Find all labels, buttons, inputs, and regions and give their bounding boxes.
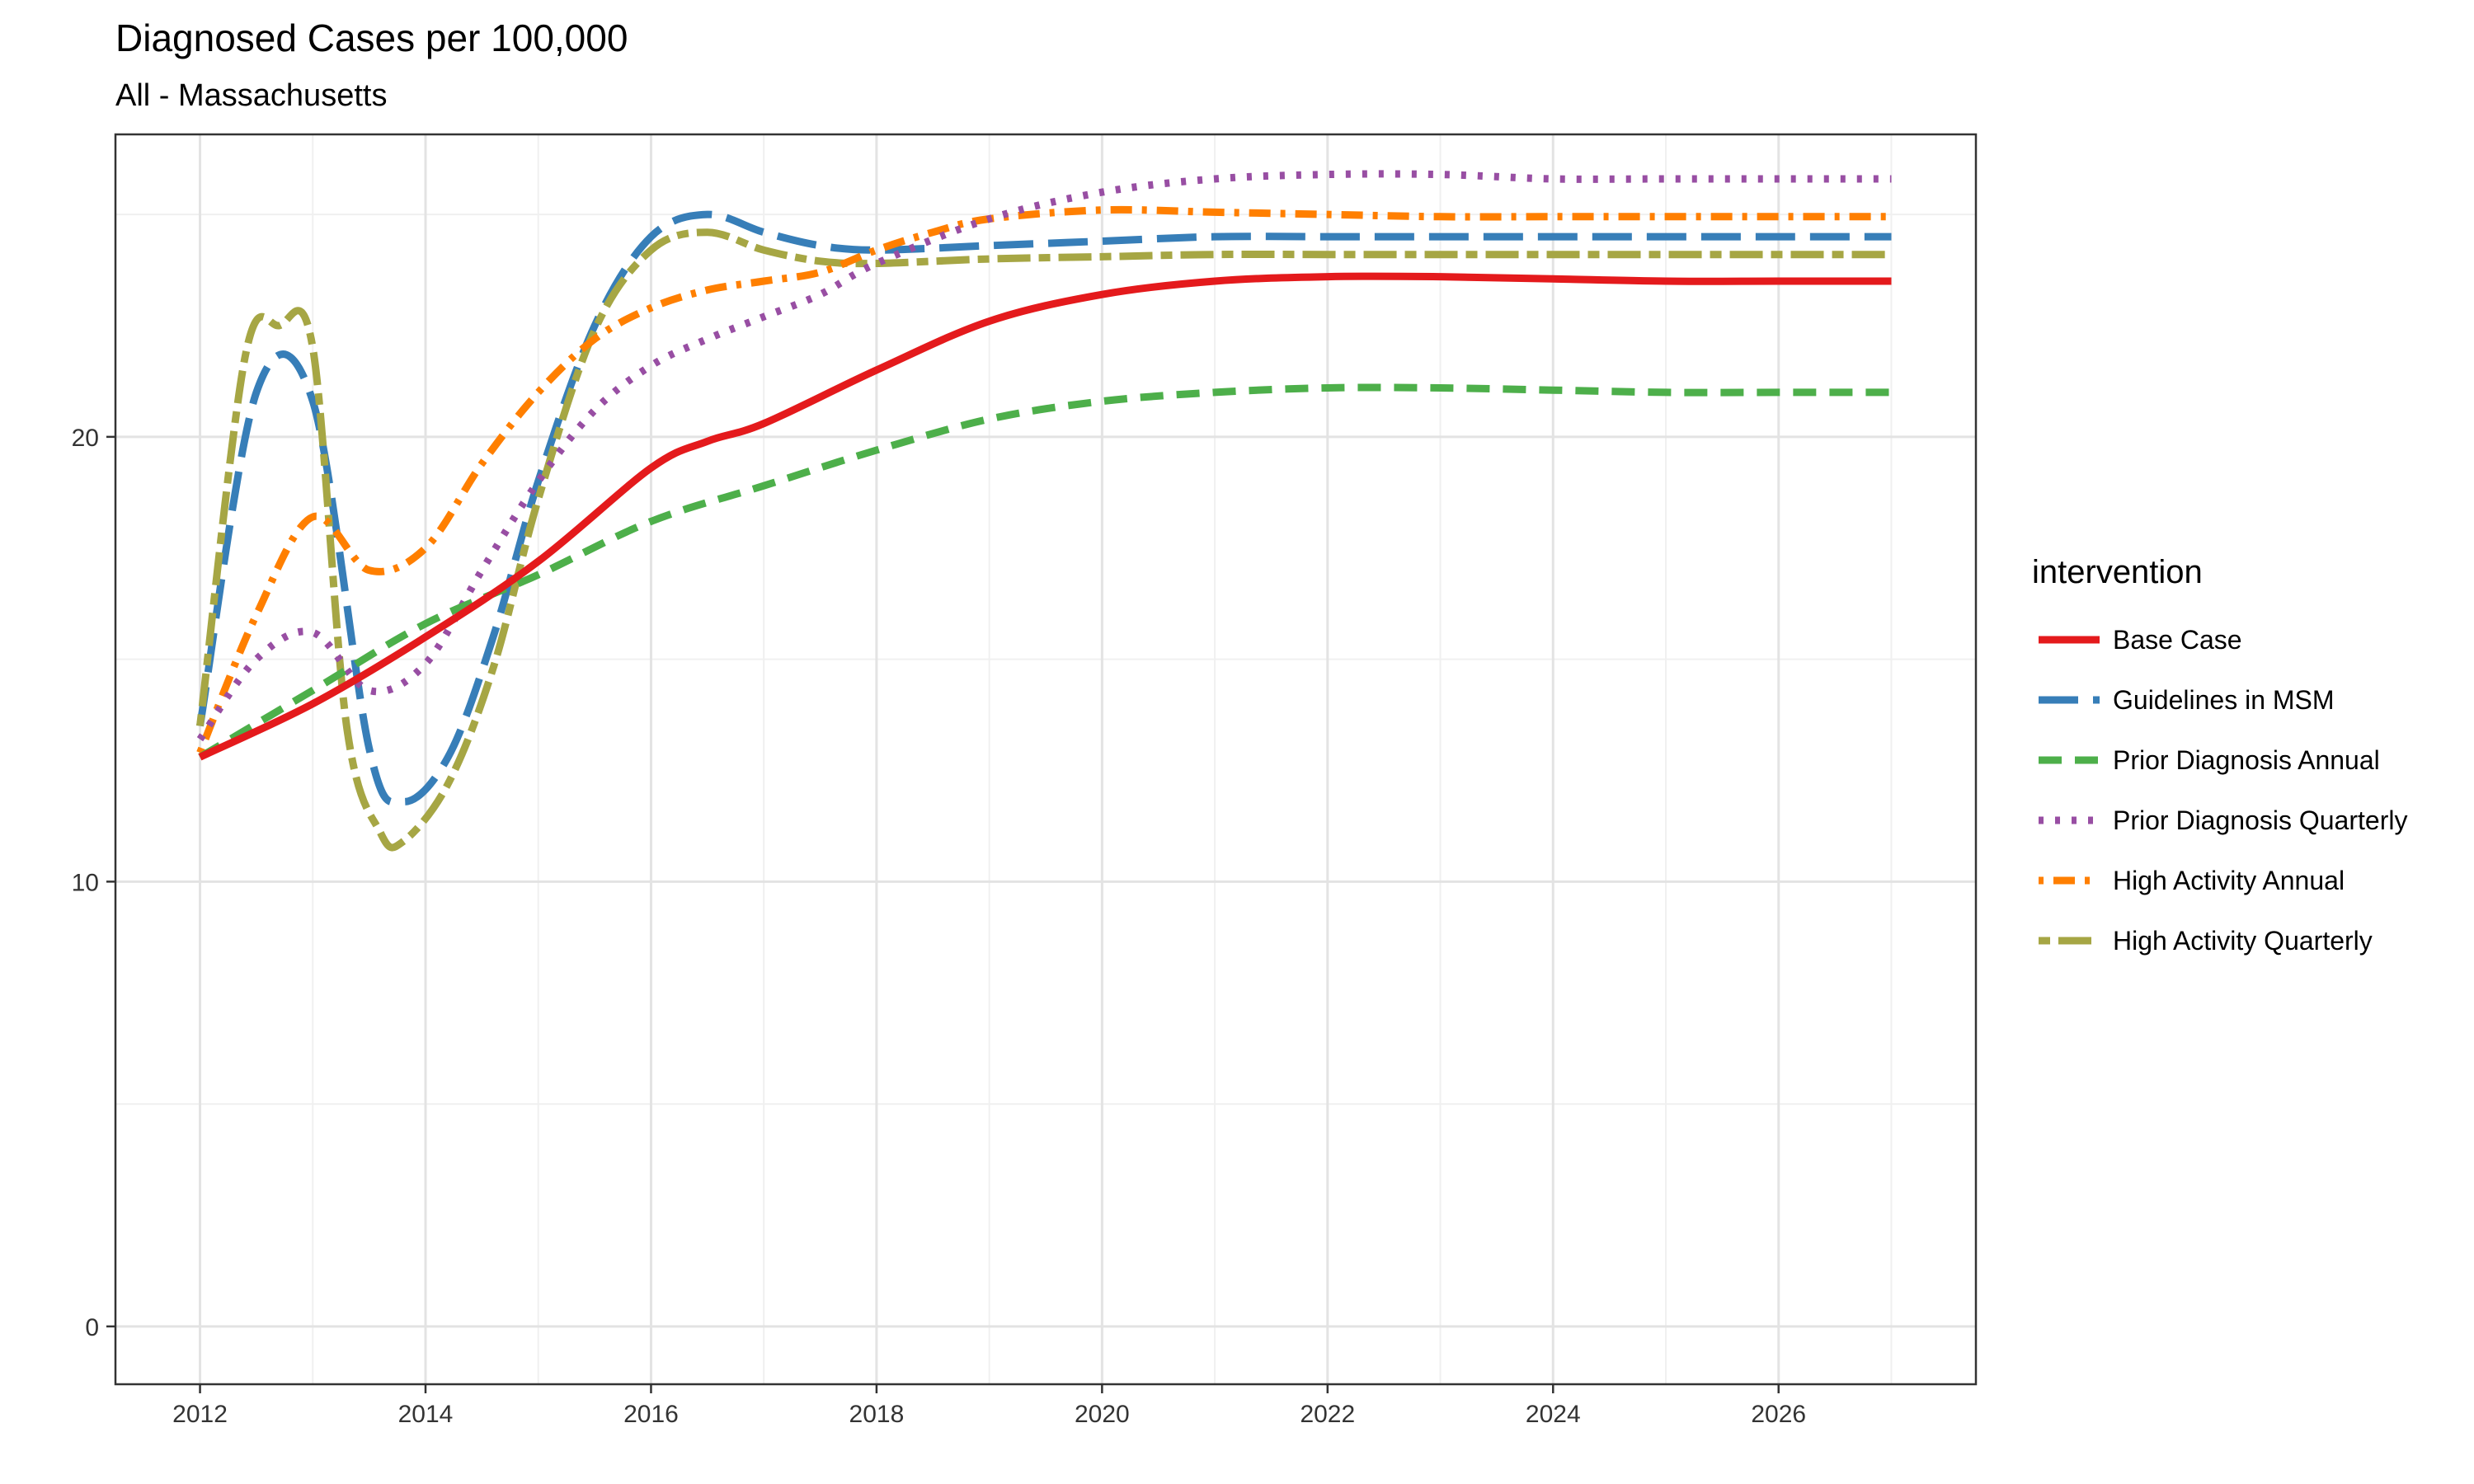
x-tick-label: 2014 <box>398 1401 454 1428</box>
legend-item-high-activity-quarterly: High Activity Quarterly <box>2039 926 2373 956</box>
legend-items: Base Case Guidelines in MSM Prior Diagnosi… <box>2039 625 2407 956</box>
legend-label: Prior Diagnosis Quarterly <box>2113 805 2407 835</box>
series-layer <box>196 170 1892 852</box>
series-line-high-activity-annual <box>196 205 1892 754</box>
series-line-prior-diagnosis-quarterly <box>196 170 1892 742</box>
chart-title: Diagnosed Cases per 100,000 <box>115 16 628 59</box>
series-line-base-case <box>198 272 1892 761</box>
series-line-guidelines-in-msm <box>196 210 1892 806</box>
x-tick-label: 2012 <box>172 1401 228 1428</box>
legend-item-base-case: Base Case <box>2039 625 2242 655</box>
plot-background <box>115 134 1976 1384</box>
x-tick-label: 2022 <box>1300 1401 1355 1428</box>
x-tick-label: 2020 <box>1075 1401 1130 1428</box>
series-line-high-activity-quarterly <box>196 228 1892 852</box>
x-tick-label: 2016 <box>623 1401 679 1428</box>
y-axis: 0 10 20 <box>72 425 115 1341</box>
legend-item-high-activity-annual: High Activity Annual <box>2039 866 2345 895</box>
legend-item-guidelines-in-msm: Guidelines in MSM <box>2039 685 2335 715</box>
y-tick-label: 10 <box>72 869 99 896</box>
x-axis: 2012 2014 2016 2018 2020 2022 2024 2026 <box>172 1384 1806 1428</box>
legend: intervention Base Case Guidelines in MSM P… <box>2032 554 2407 956</box>
legend-label: High Activity Annual <box>2113 866 2345 895</box>
y-tick-label: 0 <box>85 1314 99 1341</box>
x-tick-label: 2024 <box>1526 1401 1581 1428</box>
legend-item-prior-diagnosis-quarterly: Prior Diagnosis Quarterly <box>2039 805 2407 835</box>
series-line-prior-diagnosis-annual <box>198 383 1892 761</box>
plot-panel <box>114 133 1978 1386</box>
x-tick-label: 2026 <box>1751 1401 1806 1428</box>
major-gridlines <box>115 134 1976 1384</box>
plot-border <box>114 133 1978 1386</box>
legend-label: Guidelines in MSM <box>2113 685 2335 715</box>
legend-label: High Activity Quarterly <box>2113 926 2373 956</box>
chart-subtitle: All - Massachusetts <box>115 78 387 113</box>
legend-label: Prior Diagnosis Annual <box>2113 745 2380 775</box>
legend-item-prior-diagnosis-annual: Prior Diagnosis Annual <box>2039 745 2380 775</box>
legend-title: intervention <box>2032 554 2203 590</box>
y-tick-label: 20 <box>72 425 99 452</box>
x-tick-label: 2018 <box>849 1401 905 1428</box>
legend-label: Base Case <box>2113 625 2242 655</box>
